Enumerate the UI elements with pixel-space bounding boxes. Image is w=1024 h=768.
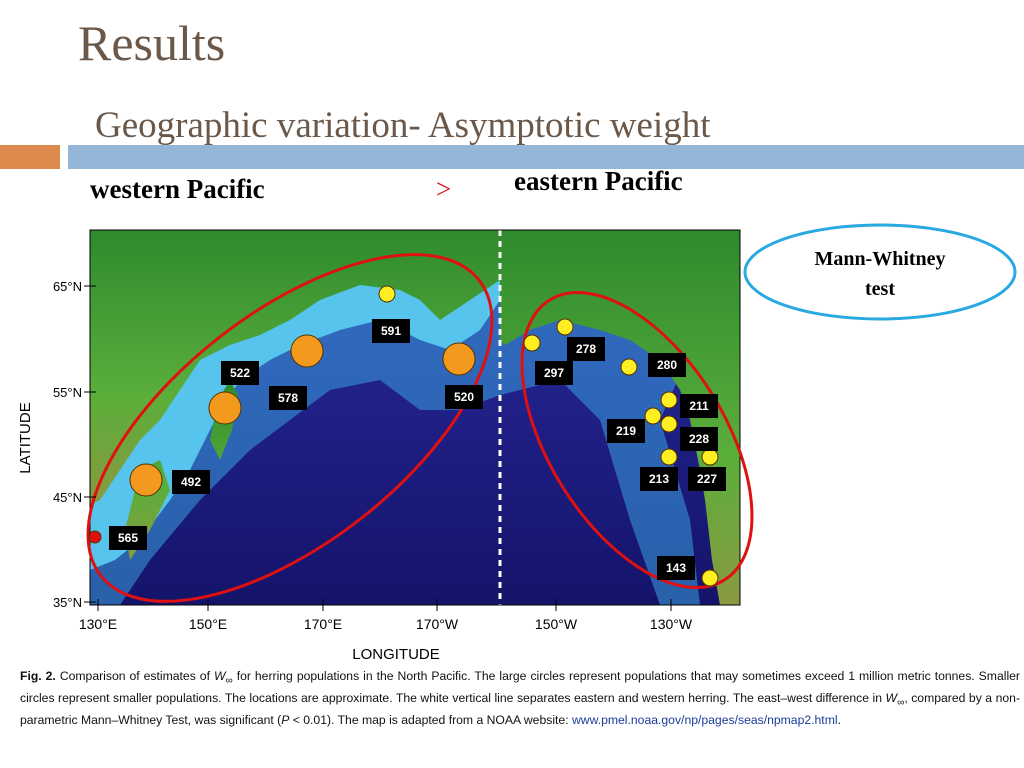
map	[89, 229, 741, 606]
eastern-label: eastern Pacific	[514, 166, 683, 196]
x-tick-label: 150°E	[189, 616, 227, 632]
marker-label: 565	[118, 531, 138, 545]
land-asia	[90, 230, 500, 505]
caption-symbol: P	[281, 712, 290, 727]
y-tick-label: 45°N	[53, 490, 82, 505]
population-circle	[701, 448, 719, 466]
marker-label: 522	[230, 366, 250, 380]
marker-label: 297	[544, 366, 564, 380]
x-tick-label: 170°W	[416, 616, 459, 632]
population-circle	[644, 407, 662, 425]
marker-box	[567, 337, 605, 361]
marker-label: 591	[381, 324, 401, 338]
marker-box	[680, 427, 718, 451]
marker-box	[269, 386, 307, 410]
marker-label: 213	[649, 472, 669, 486]
y-tick-label: 65°N	[53, 279, 82, 294]
population-circle	[290, 334, 324, 368]
caption-text: Comparison of estimates of	[59, 669, 214, 683]
marker-label: 228	[689, 432, 709, 446]
marker-box	[640, 467, 678, 491]
marker-box	[657, 556, 695, 580]
caption-symbol: ∞	[897, 697, 905, 709]
marker-box	[535, 361, 573, 385]
population-circle	[660, 391, 678, 409]
callout-text: test	[865, 278, 895, 300]
west-ellipse	[86, 253, 494, 603]
marker-box	[688, 467, 726, 491]
population-circle	[442, 342, 476, 376]
caption-text: < 0.01). The map is adapted from a NOAA …	[289, 712, 572, 727]
callout-ellipse	[743, 223, 1017, 321]
caption-symbol: ∞	[225, 675, 233, 687]
caption-symbol: W	[213, 669, 226, 683]
x-tick-label: 130°W	[650, 616, 693, 632]
marker-label: 278	[576, 342, 596, 356]
slide-subtitle: Geographic variation- Asymptotic weight	[95, 105, 711, 146]
population-circle	[620, 358, 638, 376]
y-tick-label: 35°N	[53, 595, 82, 610]
marker-box	[221, 361, 259, 385]
population-circle	[88, 530, 102, 544]
population-circle	[660, 415, 678, 433]
population-circle	[660, 448, 678, 466]
caption-text: for herring populations in the North Pac…	[20, 669, 1020, 705]
map-frame	[89, 229, 741, 606]
x-tick-label: 130°E	[79, 616, 117, 632]
caption-text: , compared by a non-parametric Mann–Whit…	[20, 690, 1020, 727]
population-circle	[556, 318, 574, 336]
marker-box	[680, 394, 718, 418]
callout-text: Mann-Whitney	[814, 248, 945, 270]
marker-label: 520	[454, 390, 474, 404]
marker-label: 578	[278, 391, 298, 405]
population-circle	[523, 334, 541, 352]
western-label: western Pacific	[90, 174, 265, 204]
x-tick-label: 150°W	[535, 616, 578, 632]
marker-box	[172, 470, 210, 494]
caption: Fig. 2. Comparison of estimates of W∞ fo…	[20, 668, 1020, 729]
marker-box	[607, 419, 645, 443]
x-tick-label: 170°E	[304, 616, 342, 632]
marker-label: 143	[666, 561, 686, 575]
slide-title: Results	[78, 15, 226, 71]
accent-bar	[0, 145, 60, 169]
y-tick-label: 55°N	[53, 385, 82, 400]
population-circle	[129, 463, 163, 497]
population-circle	[701, 569, 719, 587]
marker-box	[648, 353, 686, 377]
marker-label: 227	[697, 472, 717, 486]
caption-link[interactable]: www.pmel.noaa.gov/np/pages/seas/npmap2.h…	[571, 712, 838, 727]
population-circle	[208, 391, 242, 425]
marker-label: 211	[689, 399, 709, 413]
caption-label: Fig. 2.	[20, 669, 56, 683]
marker-box	[445, 385, 483, 409]
figure: Mann-Whitney test LATITUDE LONGITUDE 65°…	[17, 223, 1017, 663]
land-islands	[125, 380, 238, 560]
east-ellipse	[520, 291, 754, 589]
marker-label: 492	[181, 475, 201, 489]
marker-box	[372, 319, 410, 343]
caption-text: .	[837, 712, 841, 727]
land-america	[500, 230, 740, 605]
x-axis-label: LONGITUDE	[352, 646, 440, 663]
y-axis-label: LATITUDE	[17, 402, 34, 473]
caption-symbol: W	[885, 690, 898, 705]
marker-label: 219	[616, 424, 636, 438]
population-circle	[378, 285, 396, 303]
header-bar	[68, 145, 1024, 169]
marker-label: 280	[657, 358, 677, 372]
comparison-operator: >	[436, 174, 452, 204]
marker-box	[109, 526, 147, 550]
